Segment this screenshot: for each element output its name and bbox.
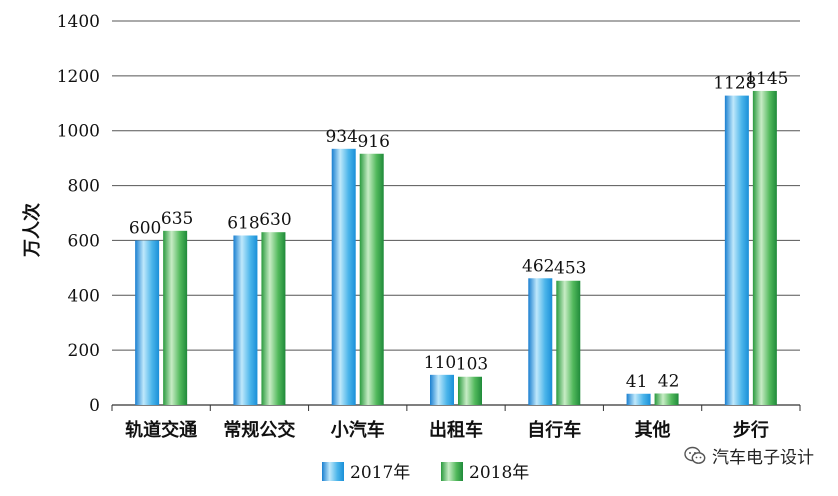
data-label: 600 bbox=[129, 218, 161, 238]
data-label: 618 bbox=[227, 213, 259, 233]
wechat-icon bbox=[684, 446, 706, 464]
data-label: 103 bbox=[456, 355, 488, 375]
x-tick-label: 自行车 bbox=[527, 419, 581, 441]
x-tick-label: 步行 bbox=[733, 419, 769, 441]
bar-series1 bbox=[528, 278, 553, 405]
axes: 0 200 400 600 800 1000 1200 1400 轨道交通 常规公交 小汽车 出租车 自… bbox=[57, 12, 801, 441]
legend-label: 2018年 bbox=[469, 463, 529, 483]
data-label: 42 bbox=[658, 371, 680, 391]
bar-series1 bbox=[331, 148, 356, 405]
data-label: 635 bbox=[161, 209, 193, 229]
bar-series1 bbox=[233, 235, 258, 405]
bar-series1 bbox=[430, 374, 454, 405]
y-tick-label: 200 bbox=[68, 341, 100, 361]
gridlines bbox=[112, 20, 800, 351]
watermark: 汽车电子设计 bbox=[684, 443, 814, 468]
x-tick-label: 其他 bbox=[635, 419, 671, 441]
y-tick-label: 600 bbox=[68, 231, 100, 251]
bar-series2 bbox=[359, 153, 384, 405]
data-label: 1145 bbox=[745, 69, 788, 89]
y-tick-label: 0 bbox=[89, 396, 100, 416]
bar-series2 bbox=[163, 230, 188, 405]
data-label: 453 bbox=[554, 259, 586, 279]
bar-series1 bbox=[626, 393, 651, 405]
bar-series1 bbox=[135, 240, 160, 405]
legend-swatch bbox=[322, 462, 344, 481]
y-tick-label: 1200 bbox=[57, 67, 100, 87]
data-labels: 600 618 934 110 462 41 1128 635 630 916 103 453 42 11… bbox=[129, 69, 789, 392]
y-axis-label: 万人次 bbox=[21, 203, 43, 258]
bar-series2 bbox=[752, 90, 777, 405]
x-tick-label: 轨道交通 bbox=[125, 419, 197, 441]
data-label: 110 bbox=[424, 353, 456, 373]
data-label: 1128 bbox=[713, 74, 756, 94]
data-label: 41 bbox=[626, 372, 648, 392]
x-tick-label: 小汽车 bbox=[331, 419, 385, 441]
y-tick-label: 400 bbox=[68, 286, 100, 306]
data-label: 934 bbox=[325, 127, 357, 147]
data-label: 916 bbox=[357, 132, 389, 152]
bar-series1 bbox=[724, 95, 749, 405]
data-label: 630 bbox=[259, 210, 291, 230]
bar-series2 bbox=[654, 393, 679, 405]
x-tick-label: 出租车 bbox=[429, 419, 483, 441]
bar-series2 bbox=[458, 376, 482, 405]
data-label: 462 bbox=[522, 256, 554, 276]
y-tick-label: 1000 bbox=[57, 122, 100, 142]
y-tick-label: 1400 bbox=[57, 12, 100, 32]
bar-series2 bbox=[261, 232, 286, 405]
watermark-text: 汽车电子设计 bbox=[712, 448, 814, 468]
bars bbox=[135, 90, 777, 405]
legend-swatch bbox=[441, 462, 463, 481]
y-tick-label: 800 bbox=[68, 177, 100, 197]
legend-label: 2017年 bbox=[350, 463, 410, 483]
x-tick-label: 常规公交 bbox=[223, 419, 295, 441]
legend: 2017年 2018年 bbox=[322, 462, 529, 483]
bar-series2 bbox=[556, 280, 581, 405]
